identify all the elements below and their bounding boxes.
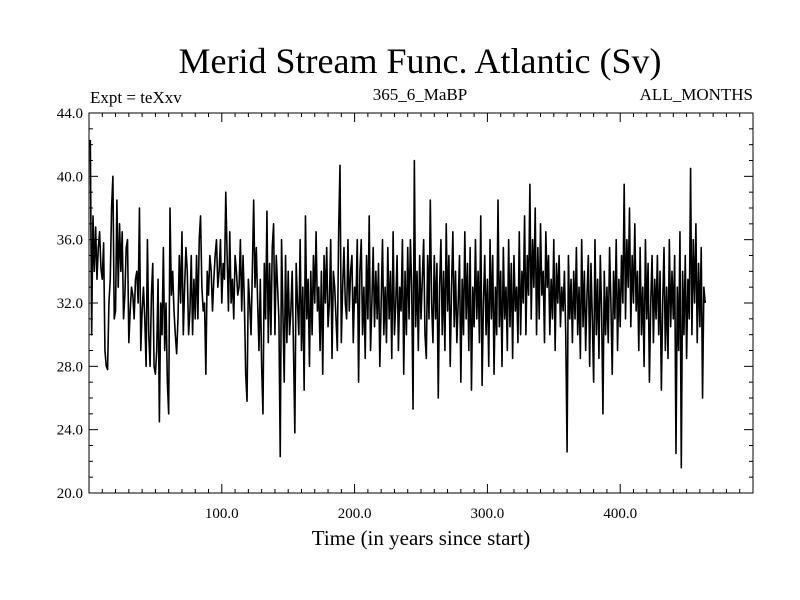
y-tick-label: 28.0 [57, 359, 83, 375]
x-tick-label: 100.0 [205, 506, 239, 522]
months-label: ALL_MONTHS [640, 85, 753, 104]
run-label: 365_6_MaBP [373, 85, 467, 104]
x-axis-label: Time (in years since start) [312, 526, 531, 550]
x-axis: 100.0 200.0 300.0 400.0 [101, 113, 741, 522]
x-tick-label: 400.0 [603, 506, 637, 522]
y-tick-label: 24.0 [57, 423, 83, 439]
y-tick-label: 44.0 [57, 106, 83, 122]
series-line [89, 139, 706, 469]
y-tick-label: 32.0 [57, 296, 83, 312]
x-tick-label: 200.0 [338, 506, 372, 522]
x-tick-label: 300.0 [471, 506, 505, 522]
experiment-label: Expt = teXxv [90, 88, 182, 107]
y-tick-label: 20.0 [57, 486, 83, 502]
chart-title: Merid Stream Func. Atlantic (Sv) [179, 41, 662, 81]
y-tick-label: 40.0 [57, 169, 83, 185]
y-tick-label: 36.0 [57, 233, 83, 249]
